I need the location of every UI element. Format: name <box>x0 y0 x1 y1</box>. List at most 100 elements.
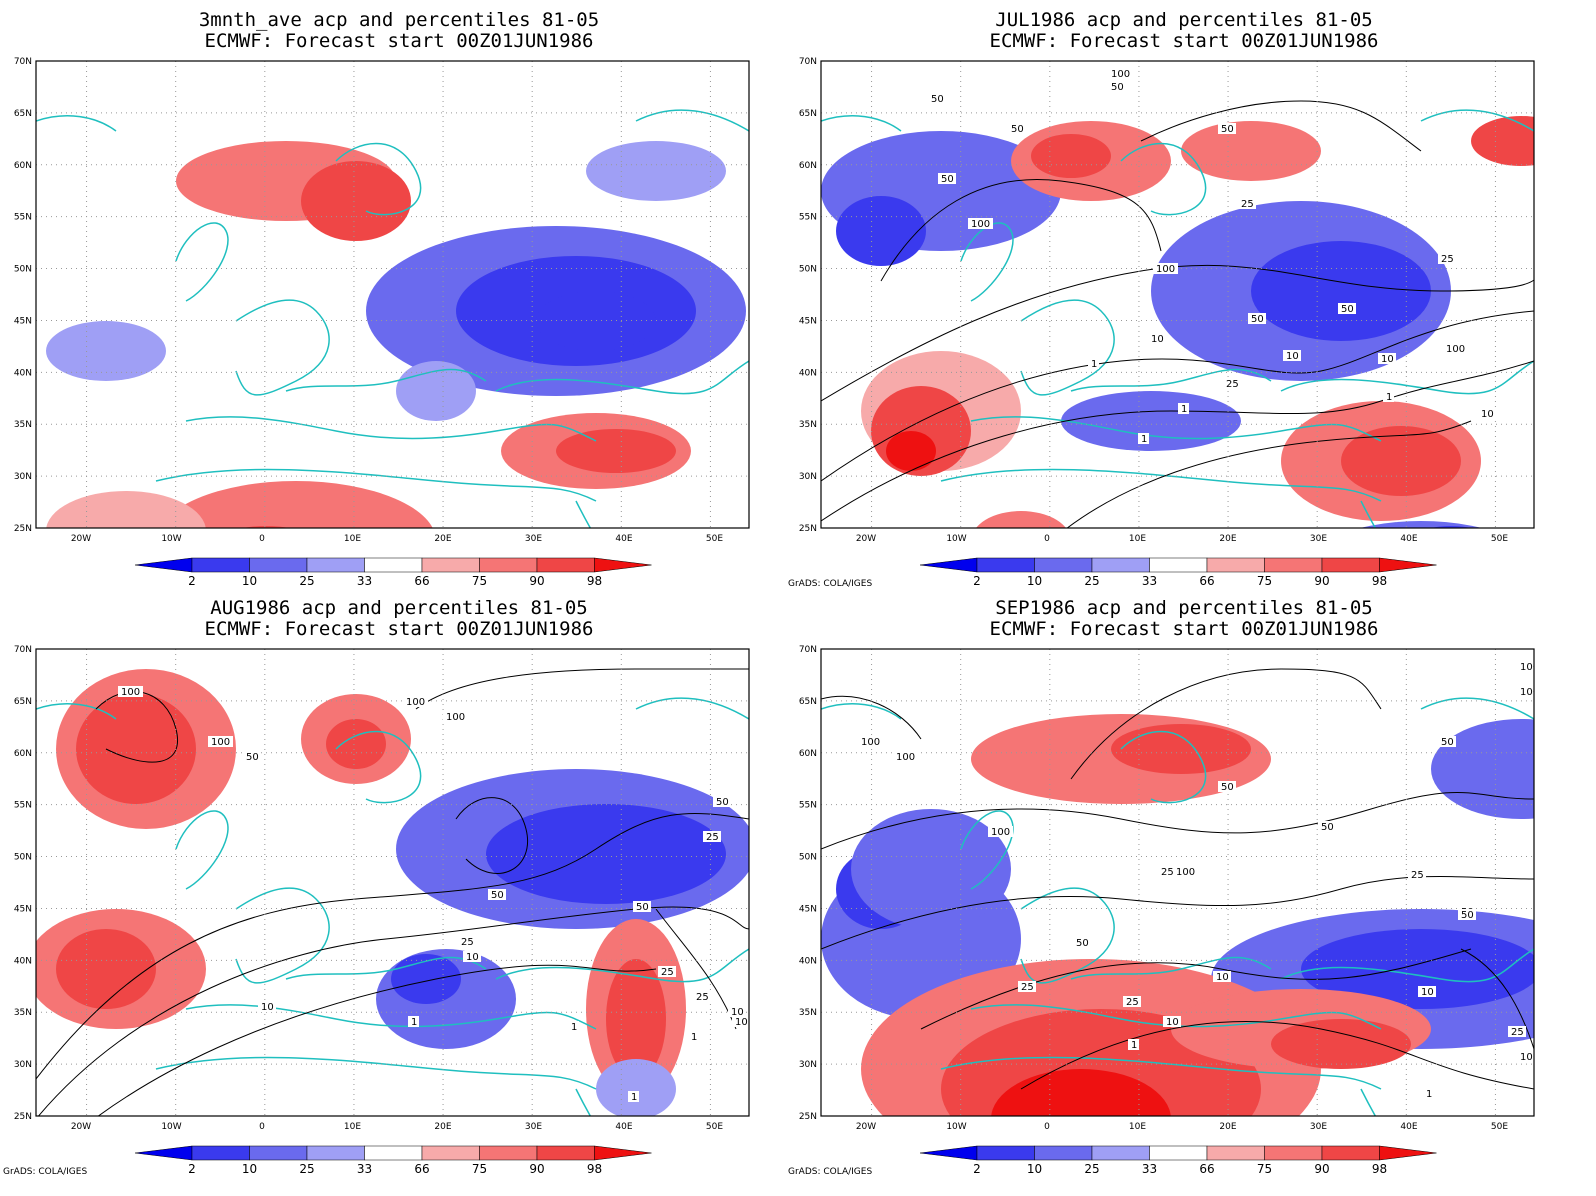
colorbar-segment <box>536 1145 595 1161</box>
coastline <box>495 360 749 395</box>
y-tick-label: 25N <box>14 524 32 534</box>
map-panel: AUG1986 acp and percentiles 81-05 ECMWF: … <box>0 588 798 1186</box>
coastline <box>155 1056 597 1090</box>
contour-label: 1 <box>1141 434 1147 445</box>
coastline <box>970 416 1382 442</box>
map-panel: SEP1986 acp and percentiles 81-05 ECMWF: … <box>785 588 1583 1186</box>
contour-label: 10 <box>731 1007 744 1018</box>
coastline <box>155 468 597 502</box>
colorbar-segment <box>1264 1145 1323 1161</box>
x-tick-label: 40E <box>1400 534 1417 544</box>
percentile-shading <box>586 141 726 201</box>
percentile-shading <box>886 431 936 471</box>
map-frame <box>35 648 750 1117</box>
grads-credit: GrADS: COLA/IGES <box>3 1167 87 1177</box>
colorbar-segment <box>919 1145 978 1161</box>
y-tick-label: 35N <box>799 420 817 430</box>
x-tick-label: 40E <box>1400 1122 1417 1132</box>
x-tick-label: 30E <box>1310 534 1327 544</box>
contour-label: 50 <box>1341 304 1354 315</box>
contour-label: 1 <box>631 1092 637 1103</box>
coastline <box>235 887 330 984</box>
y-tick-label: 55N <box>14 213 32 223</box>
percentile-shading <box>1401 1134 1501 1184</box>
contour-label: 25 <box>1126 997 1139 1008</box>
colorbar-segment <box>1206 1145 1265 1161</box>
colorbar-label: 75 <box>1257 574 1272 588</box>
y-tick-label: 35N <box>14 420 32 430</box>
contour-label: 50 <box>1461 910 1474 921</box>
colorbar-label: 75 <box>472 1162 487 1176</box>
percentile-shading <box>556 429 676 473</box>
contour-label: 100 <box>1520 662 1539 673</box>
contour-label: 10 <box>466 952 479 963</box>
contour-label: 100 <box>1176 867 1195 878</box>
x-tick-label: 10E <box>1129 1122 1146 1132</box>
map-panel: JUL1986 acp and percentiles 81-05 ECMWF: … <box>785 0 1583 598</box>
colorbar-segment <box>1091 1145 1150 1161</box>
x-tick-label: 10W <box>946 1122 966 1132</box>
y-tick-label: 45N <box>14 904 32 914</box>
panel-title: SEP1986 acp and percentiles 81-05 <box>995 597 1373 619</box>
percentile-shading <box>46 491 206 528</box>
colorbar-label: 10 <box>242 1162 257 1176</box>
colorbar-label: 98 <box>1372 574 1387 588</box>
colorbar-label: 90 <box>529 574 544 588</box>
colorbar-label: 10 <box>242 574 257 588</box>
colorbar-label: 33 <box>1142 574 1157 588</box>
colorbar-segment <box>306 557 365 573</box>
percentile-shading <box>1471 116 1534 166</box>
coastline <box>635 109 749 132</box>
colorbar-segment <box>249 1145 308 1161</box>
contour-label: 100 <box>1156 264 1175 275</box>
y-tick-label: 45N <box>799 904 817 914</box>
x-tick-label: 20W <box>71 534 91 544</box>
percentile-shading <box>1301 929 1534 1009</box>
coastline <box>1420 697 1534 720</box>
coastline <box>285 956 487 980</box>
y-tick-label: 50N <box>14 265 32 275</box>
y-tick-label: 25N <box>799 524 817 534</box>
panel-subtitle: ECMWF: Forecast start 00Z01JUN1986 <box>989 30 1379 52</box>
y-tick-label: 65N <box>799 697 817 707</box>
colorbar-segment <box>919 557 978 573</box>
contour-label: 50 <box>716 797 729 808</box>
contour-label: 25 <box>1441 254 1454 265</box>
colorbar-label: 90 <box>529 1162 544 1176</box>
colorbar-segment <box>421 1145 480 1161</box>
x-tick-label: 50E <box>1491 534 1508 544</box>
y-tick-label: 30N <box>14 1060 32 1070</box>
colorbar-label: 33 <box>357 1162 372 1176</box>
contour-label: 50 <box>1321 822 1334 833</box>
contour-label: 100 <box>406 697 425 708</box>
y-tick-label: 40N <box>799 368 817 378</box>
colorbar-segment <box>191 1145 250 1161</box>
coastline <box>335 142 422 216</box>
contour-label: 1 <box>411 1017 417 1028</box>
coastline <box>821 703 902 720</box>
coastline <box>1420 109 1534 132</box>
coastline <box>335 730 422 804</box>
coastline <box>1020 299 1115 396</box>
x-tick-label: 20W <box>856 534 876 544</box>
y-tick-label: 50N <box>14 853 32 863</box>
y-tick-label: 55N <box>799 213 817 223</box>
x-tick-label: 50E <box>1491 1122 1508 1132</box>
y-tick-label: 30N <box>799 1060 817 1070</box>
colorbar: 2 10 25 33 66 75 90 98 <box>134 557 652 588</box>
y-tick-label: 55N <box>14 801 32 811</box>
y-tick-label: 50N <box>799 265 817 275</box>
contour-line <box>1020 1021 1534 1090</box>
x-tick-label: 40E <box>615 534 632 544</box>
grads-credit: GrADS: COLA/IGES <box>788 579 872 589</box>
colorbar-label: 10 <box>1027 574 1042 588</box>
coastline <box>285 368 487 392</box>
contour-label: 1 <box>1131 1040 1137 1051</box>
contour-line <box>821 310 1534 482</box>
y-tick-label: 35N <box>14 1008 32 1018</box>
x-tick-label: 0 <box>1044 534 1050 544</box>
coastline <box>940 468 1382 502</box>
x-tick-label: 0 <box>259 534 265 544</box>
percentile-shading <box>1111 724 1251 774</box>
